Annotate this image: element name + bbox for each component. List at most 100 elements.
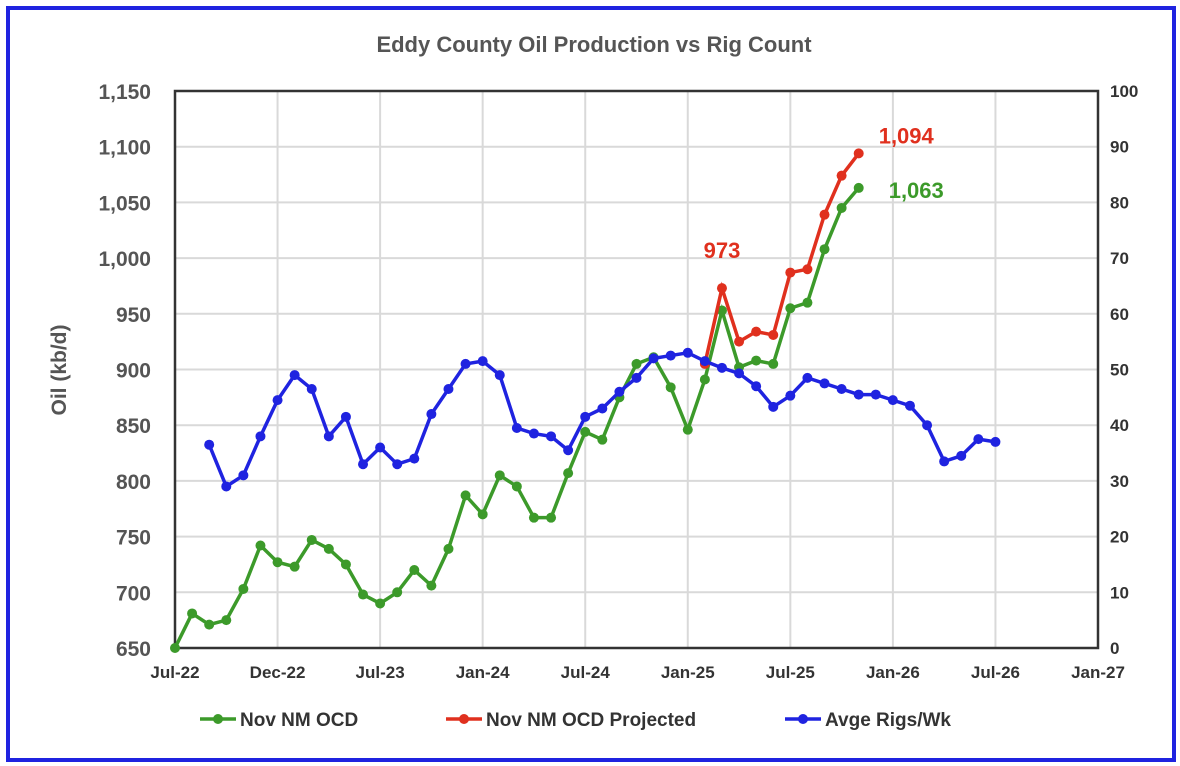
data-point: [682, 424, 693, 435]
y-tick-label: 1,150: [98, 81, 151, 104]
data-point: [631, 358, 642, 369]
series-line-1: [703, 152, 861, 365]
data-point: [358, 459, 369, 470]
x-tick-label: Jan-27: [1071, 663, 1125, 682]
y2-tick-label: 90: [1110, 138, 1129, 157]
data-point: [904, 400, 915, 411]
data-point: [665, 350, 676, 361]
x-tick-label: Dec-22: [250, 663, 306, 682]
y-tick-label: 1,000: [98, 248, 151, 271]
data-point: [802, 297, 813, 308]
data-label: 973: [704, 238, 741, 263]
data-label: 1,094: [879, 123, 935, 148]
data-point: [221, 615, 232, 626]
data-point: [460, 490, 471, 501]
data-point: [785, 267, 796, 278]
data-point: [631, 372, 642, 383]
legend-marker: [213, 714, 223, 724]
x-tick-label: Jul-26: [971, 663, 1020, 682]
data-point: [836, 202, 847, 213]
legend-marker: [798, 714, 808, 724]
y2-tick-label: 80: [1110, 193, 1129, 212]
data-point: [170, 643, 180, 653]
data-point: [853, 389, 864, 400]
data-point: [272, 557, 283, 568]
data-point: [289, 370, 300, 381]
y2-tick-label: 70: [1110, 249, 1129, 268]
data-point: [306, 383, 317, 394]
data-point: [238, 470, 249, 481]
legend-marker: [459, 714, 469, 724]
data-point: [785, 303, 796, 314]
data-point: [819, 209, 830, 220]
data-point: [460, 358, 471, 369]
data-point: [323, 431, 334, 442]
data-point: [340, 559, 351, 570]
y2-tick-label: 0: [1110, 639, 1119, 658]
data-point: [187, 608, 198, 619]
y2-tick-label: 50: [1110, 361, 1129, 380]
data-point: [340, 411, 351, 422]
data-point: [802, 264, 813, 275]
chart-title: Eddy County Oil Production vs Rig Count: [376, 32, 812, 57]
data-point: [392, 587, 403, 598]
data-point: [802, 372, 813, 383]
data-point: [375, 442, 386, 453]
data-point: [528, 512, 539, 523]
data-point: [990, 436, 1001, 447]
data-point: [375, 598, 386, 609]
data-point: [922, 420, 933, 431]
data-point: [426, 409, 437, 420]
data-point: [204, 619, 215, 630]
data-point: [768, 401, 779, 412]
x-tick-label: Jan-24: [456, 663, 510, 682]
data-point: [409, 565, 420, 576]
legend-label: Nov NM OCD Projected: [486, 710, 696, 731]
data-point: [546, 431, 557, 442]
data-point: [426, 580, 437, 591]
data-point: [563, 445, 574, 456]
data-label: 1,063: [889, 178, 944, 203]
data-point: [477, 509, 488, 520]
series-line-2: [207, 350, 996, 490]
data-point: [836, 383, 847, 394]
data-point: [699, 374, 710, 385]
y-tick-label: 800: [116, 471, 151, 494]
data-point: [648, 353, 659, 364]
data-point: [836, 170, 847, 181]
data-point: [204, 439, 215, 450]
data-point: [716, 362, 727, 373]
data-point: [358, 589, 369, 600]
data-point: [614, 386, 625, 397]
data-point: [870, 389, 881, 400]
data-point: [734, 336, 745, 347]
data-point: [238, 583, 249, 594]
data-point: [956, 450, 967, 461]
data-point: [973, 434, 984, 445]
data-point: [716, 283, 727, 294]
data-point: [819, 244, 830, 255]
chart-frame: [6, 6, 1176, 762]
data-point: [511, 422, 522, 433]
data-point: [409, 453, 420, 464]
plot-area-border: [173, 89, 1100, 650]
y2-tick-label: 20: [1110, 528, 1129, 547]
data-point: [255, 431, 266, 442]
y2-tick-label: 40: [1110, 416, 1129, 435]
data-point: [768, 358, 779, 369]
data-point: [734, 368, 745, 379]
data-point: [665, 382, 676, 393]
x-tick-label: Jan-26: [866, 663, 920, 682]
data-point: [597, 434, 608, 445]
data-point: [597, 403, 608, 414]
data-point: [528, 428, 539, 439]
data-point: [494, 370, 505, 381]
data-point: [751, 381, 762, 392]
y-tick-label: 950: [116, 304, 151, 327]
legend-label: Avge Rigs/Wk: [825, 710, 951, 731]
y-tick-label: 700: [116, 582, 151, 605]
data-point: [580, 426, 591, 437]
y2-tick-label: 30: [1110, 472, 1129, 491]
data-point: [768, 329, 779, 340]
